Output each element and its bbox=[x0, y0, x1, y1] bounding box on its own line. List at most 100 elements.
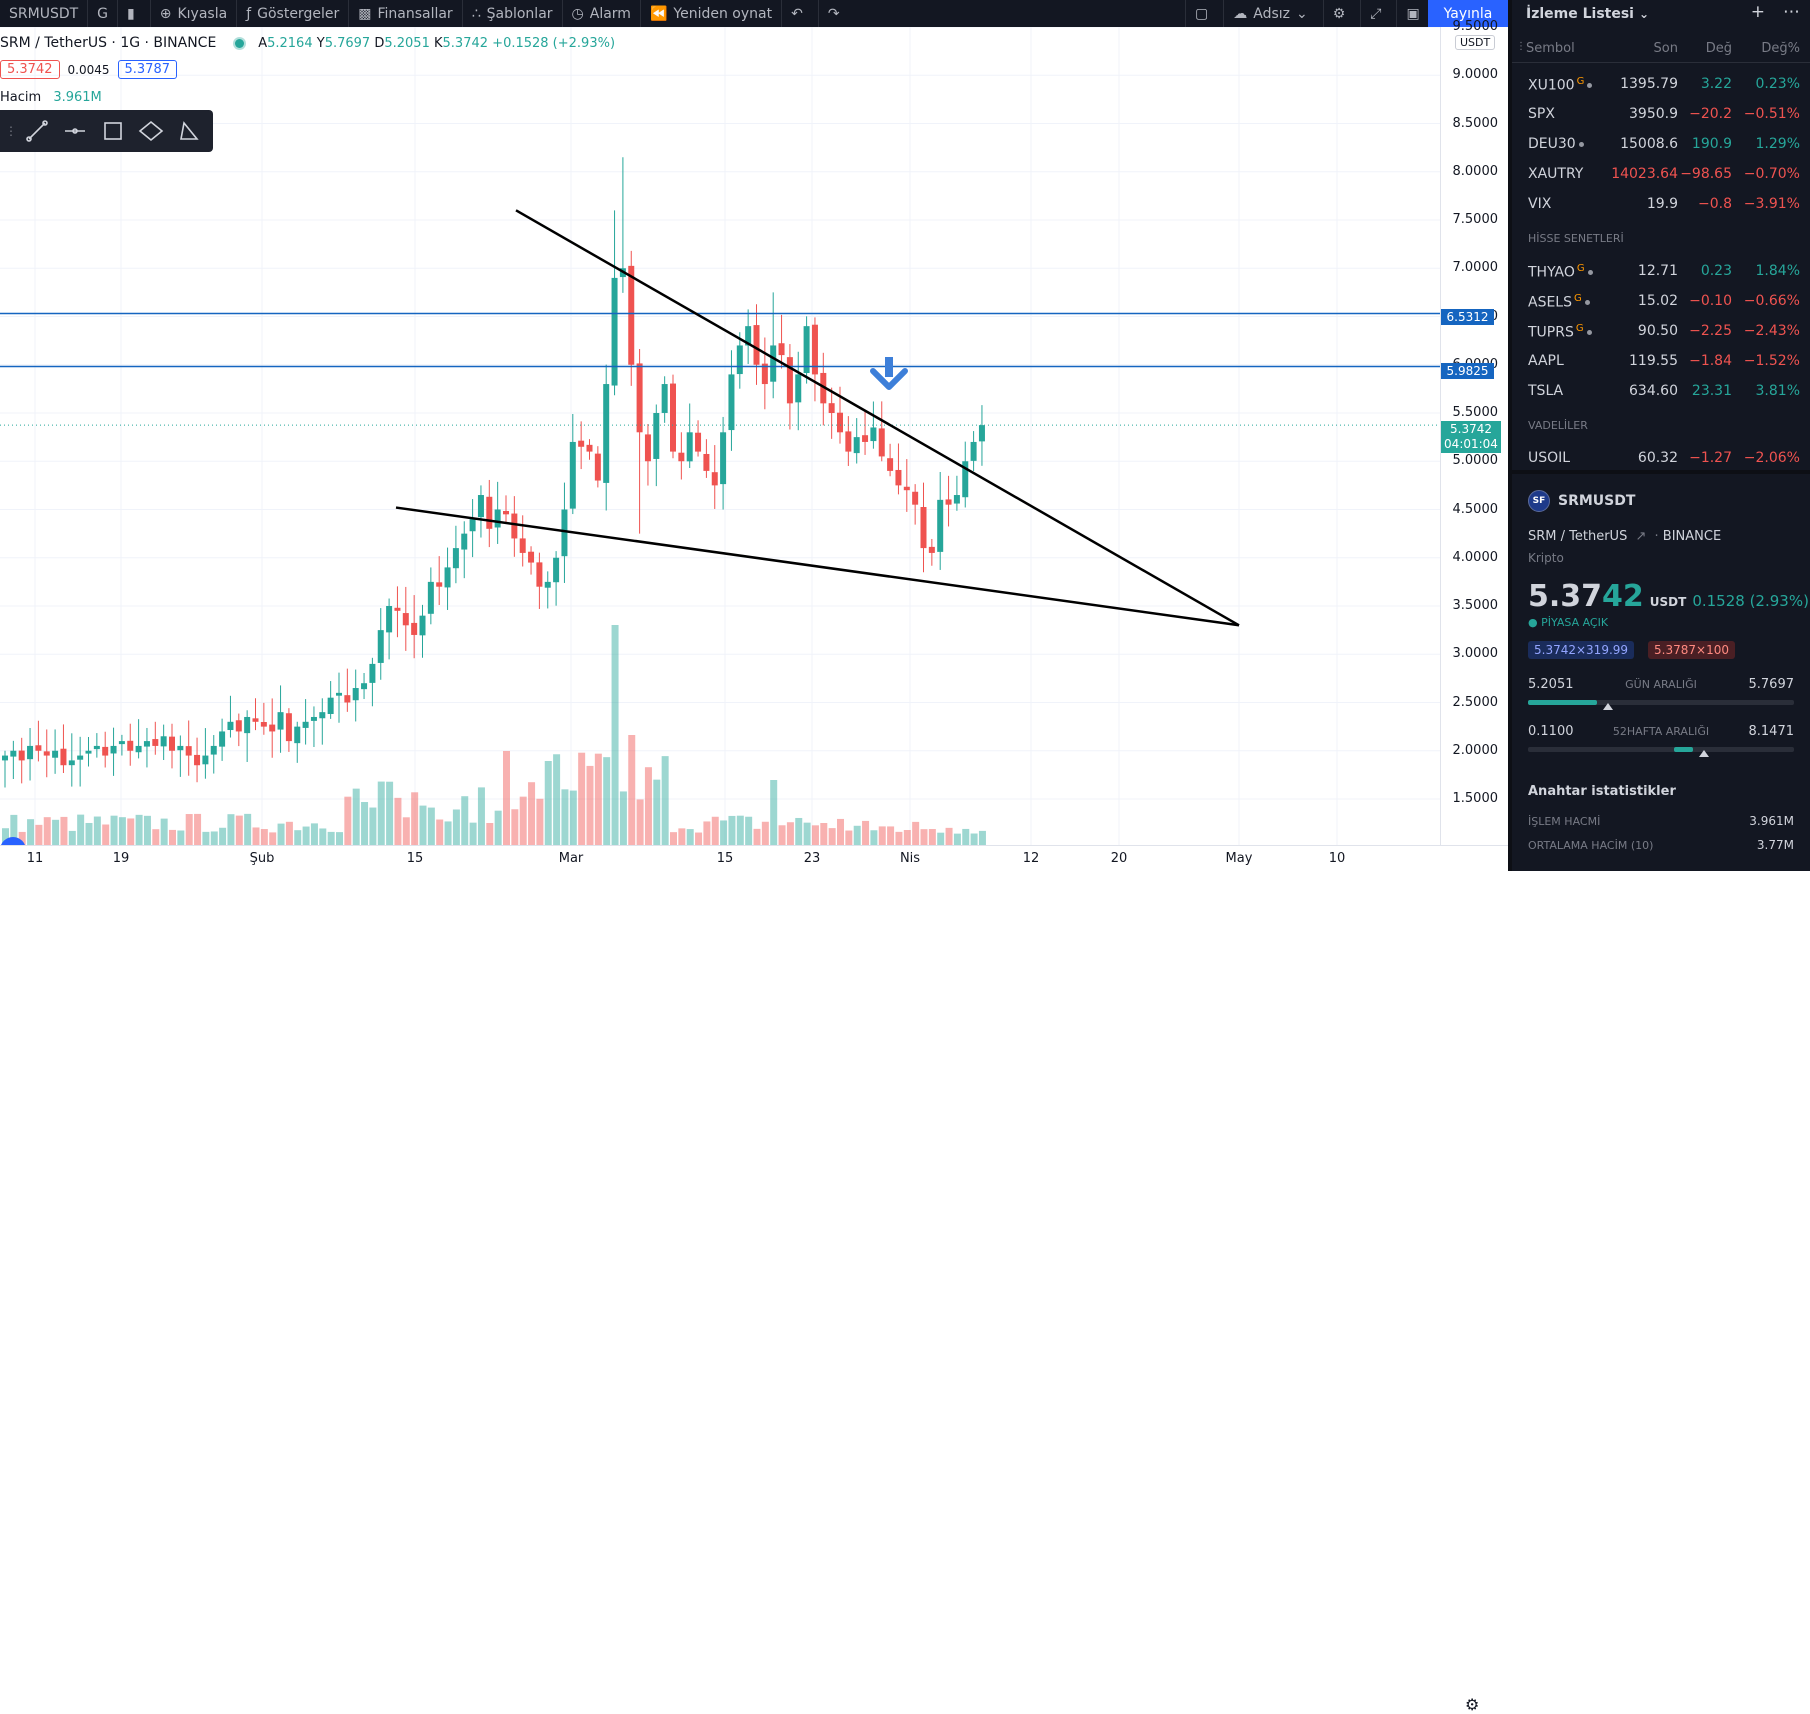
details-currency: USDT bbox=[1649, 595, 1687, 609]
symbol-search-button[interactable]: SRMUSDT bbox=[0, 0, 89, 27]
watchlist-symbol: XU100 G bbox=[1528, 76, 1593, 94]
candle-body bbox=[786, 357, 793, 404]
time-tick-label: 20 bbox=[1110, 851, 1128, 866]
templates-icon: ∴ bbox=[471, 5, 481, 22]
volume-bar bbox=[152, 829, 160, 845]
watchlist-row[interactable]: AAPL 119.55 −1.84 −1.52% bbox=[1512, 347, 1810, 377]
time-tick-label: 11 bbox=[26, 851, 44, 866]
candle-body bbox=[770, 345, 777, 382]
time-tick-label: Şub bbox=[249, 851, 275, 866]
sell-price-button[interactable]: 5.3742 bbox=[0, 60, 60, 79]
volume-bar bbox=[887, 826, 895, 845]
watchlist-symbol: TUPRS G bbox=[1528, 323, 1592, 341]
day-range-fill bbox=[1528, 700, 1598, 705]
high-value: 5.7697 bbox=[324, 36, 371, 51]
section-stocks[interactable]: HİSSE SENETLERİ bbox=[1528, 232, 1624, 245]
time-tick-label: Mar bbox=[558, 851, 584, 866]
horizontal-ray-tool[interactable] bbox=[56, 110, 94, 152]
fullscreen-button[interactable]: ⤢ bbox=[1361, 0, 1398, 27]
legend-title[interactable]: SRM / TetherUS · 1G · BINANCE bbox=[0, 35, 217, 51]
details-symbol-row[interactable]: SF SRMUSDT bbox=[1528, 490, 1635, 512]
volume-bar bbox=[928, 829, 936, 845]
rectangle-tool[interactable] bbox=[94, 110, 132, 152]
volume-bar bbox=[853, 825, 861, 845]
watchlist-row[interactable]: ASELS G 15.02 −0.10 −0.66% bbox=[1512, 287, 1810, 317]
candle-body bbox=[711, 472, 718, 486]
candle-body bbox=[160, 736, 167, 747]
candle-body bbox=[811, 324, 818, 375]
add-symbol-icon[interactable]: + bbox=[1750, 2, 1765, 22]
volume-bar bbox=[52, 819, 60, 845]
volume-bar bbox=[920, 829, 928, 845]
settings-button[interactable]: ⚙ bbox=[1324, 0, 1362, 27]
watchlist-row[interactable]: THYAO G 12.71 0.23 1.84% bbox=[1512, 257, 1810, 287]
candle-body bbox=[285, 713, 292, 742]
watchlist-row[interactable]: XAUTRY 14023.64 −98.65 −0.70% bbox=[1512, 160, 1810, 190]
price-highlight-digits: 42 bbox=[1602, 579, 1644, 614]
column-symbol[interactable]: Sembol bbox=[1526, 41, 1575, 56]
alert-button[interactable]: ◷ Alarm bbox=[563, 0, 641, 27]
watchlist-row[interactable]: DEU30 15008.6 190.9 1.29% bbox=[1512, 130, 1810, 160]
watchlist-row[interactable]: TUPRS G 90.50 −2.25 −2.43% bbox=[1512, 317, 1810, 347]
chevron-down-icon[interactable]: ⌄ bbox=[1638, 6, 1650, 21]
week52-range-label: 52HAFTA ARALIĞI bbox=[1612, 725, 1710, 738]
layout-name-button[interactable]: ☁ Adsız ⌄ bbox=[1224, 0, 1324, 27]
rewind-icon: ⏪ bbox=[649, 5, 668, 22]
panel-divider[interactable] bbox=[1508, 0, 1512, 871]
column-change[interactable]: Değ bbox=[1705, 41, 1732, 56]
fullscreen-layout-button[interactable]: ▢ bbox=[1185, 0, 1225, 27]
replay-label: Yeniden oynat bbox=[673, 5, 773, 22]
column-resize-icon[interactable]: ⋮ bbox=[1516, 41, 1526, 52]
currency-label[interactable]: USDT bbox=[1455, 35, 1496, 50]
ellipse-tool[interactable] bbox=[132, 110, 170, 152]
watchlist-row[interactable]: USOIL 60.32 −1.27 −2.06% bbox=[1512, 444, 1810, 474]
redo-button[interactable]: ↷ bbox=[819, 0, 855, 27]
watchlist-change: −0.10 bbox=[1689, 293, 1732, 309]
watchlist-row[interactable]: VIX 19.9 −0.8 −3.91% bbox=[1512, 190, 1810, 220]
compare-button[interactable]: ⊕ Kıyasla bbox=[151, 0, 238, 27]
watchlist-row[interactable]: SPX 3950.9 −20.2 −0.51% bbox=[1512, 100, 1810, 130]
watchlist-title[interactable]: İzleme Listesi bbox=[1526, 5, 1634, 22]
bar-chart-icon: ▩ bbox=[358, 5, 372, 22]
candle-body bbox=[544, 581, 551, 588]
volume-bar bbox=[361, 802, 369, 845]
chart-type-button[interactable]: ▮ bbox=[118, 0, 151, 27]
candle-body bbox=[402, 613, 409, 626]
layout-name-label: Adsız bbox=[1253, 5, 1290, 22]
external-link-icon[interactable]: ↗ bbox=[1635, 529, 1647, 544]
price-axis[interactable]: USDT 9.5000 9.0000 8.5000 8.0000 7.5000 7.000… bbox=[1440, 19, 1508, 845]
replay-button[interactable]: ⏪ Yeniden oynat bbox=[641, 0, 783, 27]
financials-button[interactable]: ▩ Finansallar bbox=[349, 0, 463, 27]
buy-price-button[interactable]: 5.3787 bbox=[117, 60, 177, 79]
trend-line-tool[interactable] bbox=[18, 110, 56, 152]
triangle-tool[interactable] bbox=[170, 110, 208, 152]
compare-label: Kıyasla bbox=[177, 5, 228, 22]
candle-body bbox=[235, 720, 242, 732]
candle-body bbox=[277, 712, 284, 730]
watchlist-change: 3.22 bbox=[1700, 76, 1732, 92]
watchlist-row[interactable]: XU100 G 1395.79 3.22 0.23% bbox=[1512, 70, 1810, 100]
chart-pane[interactable]: SRM / TetherUS · 1G · BINANCE A5.2164 Y5… bbox=[0, 27, 1508, 871]
drag-handle-icon[interactable]: ⋮ bbox=[5, 124, 17, 138]
candle-body bbox=[143, 741, 150, 747]
candle-body bbox=[745, 326, 752, 346]
more-options-icon[interactable]: ⋯ bbox=[1783, 2, 1800, 22]
undo-button[interactable]: ↶ bbox=[782, 0, 819, 27]
section-futures[interactable]: VADELİLER bbox=[1528, 419, 1588, 432]
watchlist-row[interactable]: TSLA 634.60 23.31 3.81% bbox=[1512, 377, 1810, 407]
market-status-label: PİYASA AÇIK bbox=[1541, 616, 1609, 629]
column-change-pct[interactable]: Değ% bbox=[1761, 41, 1800, 56]
volume-bar bbox=[427, 807, 435, 845]
chart-canvas[interactable] bbox=[0, 27, 1440, 845]
chevron-down-icon: ⌄ bbox=[1295, 5, 1308, 22]
time-axis[interactable]: 11 19 Şub 15 Mar 15 23 Nis 12 20 May 10 ⚙ bbox=[0, 845, 1508, 1714]
volume-bar bbox=[619, 791, 627, 845]
templates-button[interactable]: ∴ Şablonlar bbox=[463, 0, 563, 27]
volume-legend[interactable]: Hacim 3.961M bbox=[0, 90, 102, 105]
watchlist-change: 0.23 bbox=[1700, 263, 1732, 279]
chart-settings-icon[interactable]: ⚙ bbox=[1465, 1695, 1480, 1714]
interval-button[interactable]: G bbox=[88, 0, 119, 27]
publish-button[interactable]: Yayınla bbox=[1428, 0, 1508, 27]
column-last[interactable]: Son bbox=[1653, 41, 1678, 56]
indicators-button[interactable]: ƒ Göstergeler bbox=[237, 0, 350, 27]
